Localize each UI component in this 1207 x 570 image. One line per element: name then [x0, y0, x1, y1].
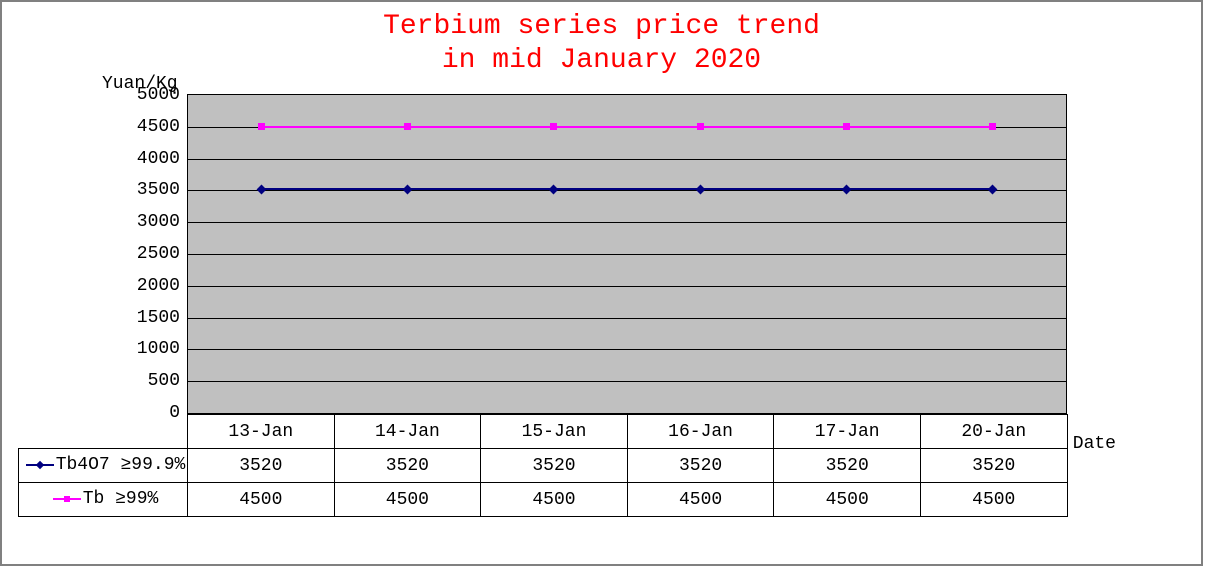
table-corner-cell [19, 415, 188, 449]
table-cell: 3520 [627, 449, 774, 483]
title-line-1: Terbium series price trend [383, 11, 820, 42]
gridline [188, 190, 1066, 191]
y-tick-label: 3500 [137, 180, 188, 200]
y-tick-label: 2000 [137, 276, 188, 296]
table-cell: 4500 [188, 483, 335, 517]
data-table: 13-Jan14-Jan15-Jan16-Jan17-Jan20-JanTb4O… [18, 414, 1068, 517]
series-line [261, 126, 993, 128]
table-cell: 4500 [481, 483, 628, 517]
y-tick-label: 2500 [137, 244, 188, 264]
y-tick-label: 1500 [137, 308, 188, 328]
series-marker [256, 184, 266, 194]
chart-container: Terbium series price trend in mid Januar… [0, 0, 1203, 566]
table-cell: 3520 [188, 449, 335, 483]
x-tick-label: 17-Jan [774, 415, 921, 449]
series-marker [843, 123, 850, 130]
table-cell: 4500 [627, 483, 774, 517]
series-marker [842, 184, 852, 194]
y-tick-label: 1000 [137, 339, 188, 359]
plot-wrap: 0500100015002000250030003500400045005000 [187, 94, 1067, 414]
gridline [188, 286, 1066, 287]
plot-area: 0500100015002000250030003500400045005000 [187, 94, 1067, 414]
gridline [188, 254, 1066, 255]
gridline [188, 222, 1066, 223]
series-marker [258, 123, 265, 130]
diamond-marker-icon [26, 458, 54, 472]
series-marker [988, 184, 998, 194]
y-tick-label: 4000 [137, 149, 188, 169]
x-tick-label: 15-Jan [481, 415, 628, 449]
series-marker [550, 123, 557, 130]
legend-label: Tb ≥99% [81, 489, 159, 509]
title-line-2: in mid January 2020 [442, 45, 761, 76]
y-tick-label: 3000 [137, 212, 188, 232]
x-tick-label: 16-Jan [627, 415, 774, 449]
table-cell: 4500 [334, 483, 481, 517]
table-row: 13-Jan14-Jan15-Jan16-Jan17-Jan20-Jan [19, 415, 1068, 449]
table-cell: 3520 [481, 449, 628, 483]
legend-label: Tb4O7 ≥99.9% [54, 455, 186, 475]
x-tick-label: 20-Jan [920, 415, 1067, 449]
square-marker-icon [53, 492, 81, 506]
y-tick-label: 500 [148, 371, 188, 391]
table-cell: 4500 [774, 483, 921, 517]
legend-item: Tb ≥99% [19, 483, 188, 517]
table-cell: 4500 [920, 483, 1067, 517]
series-marker [697, 123, 704, 130]
table-cell: 3520 [920, 449, 1067, 483]
legend-item: Tb4O7 ≥99.9% [19, 449, 188, 483]
table-cell: 3520 [334, 449, 481, 483]
series-marker [549, 184, 559, 194]
y-tick-label: 4500 [137, 117, 188, 137]
y-tick-label: 5000 [137, 85, 188, 105]
table-row: Tb ≥99%450045004500450045004500 [19, 483, 1068, 517]
table-row: Tb4O7 ≥99.9%352035203520352035203520 [19, 449, 1068, 483]
series-marker [404, 123, 411, 130]
gridline [188, 381, 1066, 382]
series-marker [403, 184, 413, 194]
x-axis-label: Date [1073, 434, 1116, 454]
gridline [188, 318, 1066, 319]
gridline [188, 349, 1066, 350]
series-line [261, 188, 993, 190]
series-marker [989, 123, 996, 130]
table-cell: 3520 [774, 449, 921, 483]
series-marker [695, 184, 705, 194]
chart-title: Terbium series price trend in mid Januar… [2, 2, 1201, 77]
x-tick-label: 13-Jan [188, 415, 335, 449]
x-tick-label: 14-Jan [334, 415, 481, 449]
gridline [188, 159, 1066, 160]
